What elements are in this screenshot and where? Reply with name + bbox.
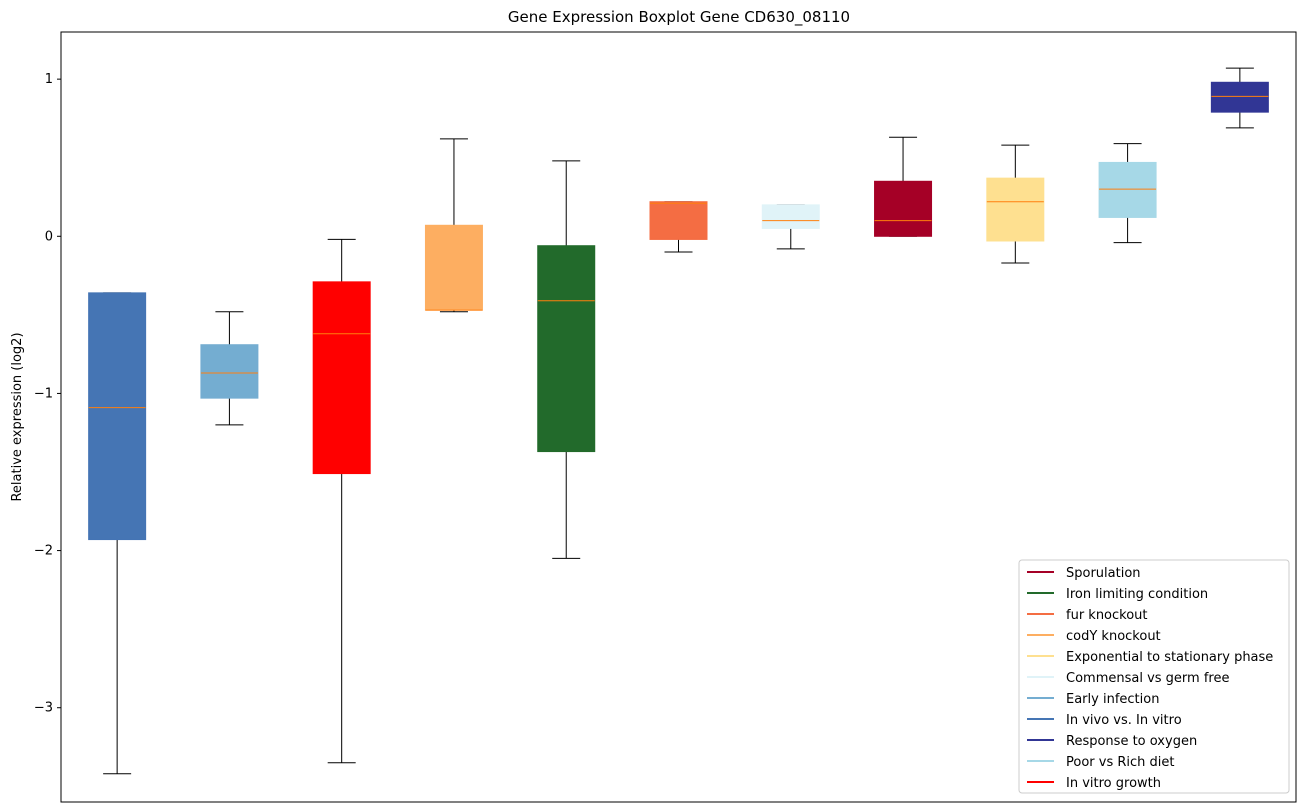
legend-label: Exponential to stationary phase xyxy=(1066,650,1273,665)
legend-label: Poor vs Rich diet xyxy=(1066,755,1174,770)
box-group xyxy=(874,136,933,237)
legend-label: Sporulation xyxy=(1066,566,1141,581)
box-group xyxy=(761,204,820,250)
y-tick-label: −2 xyxy=(34,544,53,559)
legend-entry: Poor vs Rich diet xyxy=(1027,755,1174,770)
box xyxy=(1098,161,1157,218)
chart-title: Gene Expression Boxplot Gene CD630_08110 xyxy=(508,8,850,27)
legend-entry: Response to oxygen xyxy=(1027,734,1197,749)
box-group xyxy=(649,201,708,253)
box xyxy=(312,281,371,475)
legend-box xyxy=(1018,559,1290,794)
legend-label: Early infection xyxy=(1066,692,1159,707)
box-group xyxy=(1210,67,1269,129)
legend-label: Commensal vs germ free xyxy=(1066,671,1229,686)
legend-entry: Exponential to stationary phase xyxy=(1027,650,1273,665)
legend-label: In vivo vs. In vitro xyxy=(1066,713,1182,728)
box xyxy=(1210,81,1269,113)
box-group xyxy=(1098,143,1157,244)
legend-entry: Sporulation xyxy=(1027,566,1141,581)
box xyxy=(200,344,259,399)
box-group xyxy=(312,238,371,764)
legend-entry: In vivo vs. In vitro xyxy=(1027,713,1182,728)
box xyxy=(874,180,933,237)
box xyxy=(88,292,147,541)
plot-content xyxy=(88,67,1269,775)
box xyxy=(537,245,596,453)
y-tick-label: −1 xyxy=(34,386,53,401)
legend-label: Response to oxygen xyxy=(1066,734,1197,749)
y-tick-label: 1 xyxy=(45,72,53,87)
legend-entry: In vitro growth xyxy=(1027,776,1161,791)
box xyxy=(649,201,708,240)
legend-label: In vitro growth xyxy=(1066,776,1161,791)
y-axis-label: Relative expression (log2) xyxy=(10,332,25,501)
y-tick-label: 0 xyxy=(45,229,53,244)
box-group xyxy=(88,292,147,775)
box-group xyxy=(986,144,1045,264)
box-group xyxy=(200,311,259,426)
legend-label: codY knockout xyxy=(1066,629,1161,644)
legend: Sporulation Iron limiting condition fur kn… xyxy=(1018,559,1290,794)
plot-frame xyxy=(60,31,1297,803)
legend-entry: codY knockout xyxy=(1027,629,1161,644)
legend-label: fur knockout xyxy=(1066,608,1148,623)
box xyxy=(761,204,820,229)
box-group xyxy=(424,138,483,313)
box xyxy=(986,177,1045,242)
box-group xyxy=(537,160,596,559)
legend-entry: Iron limiting condition xyxy=(1027,587,1208,602)
legend-label: Iron limiting condition xyxy=(1066,587,1208,602)
box xyxy=(424,224,483,311)
legend-entry: Commensal vs germ free xyxy=(1027,671,1229,686)
legend-entry: fur knockout xyxy=(1027,608,1148,623)
y-axis: 1 0 −1 −2 −3 xyxy=(34,72,61,716)
legend-entry: Early infection xyxy=(1027,692,1159,707)
y-tick-label: −3 xyxy=(34,701,53,716)
